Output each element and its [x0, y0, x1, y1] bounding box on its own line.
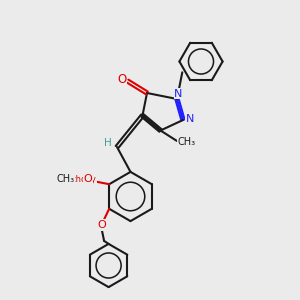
Text: O: O	[84, 174, 93, 184]
Text: H: H	[103, 138, 111, 148]
Text: CH₃: CH₃	[57, 174, 75, 184]
Text: O: O	[97, 220, 106, 230]
Text: CH₃: CH₃	[178, 137, 196, 148]
Text: methoxy: methoxy	[60, 176, 96, 184]
Text: O: O	[118, 73, 127, 86]
Text: N: N	[174, 88, 183, 99]
Text: N: N	[185, 114, 194, 124]
